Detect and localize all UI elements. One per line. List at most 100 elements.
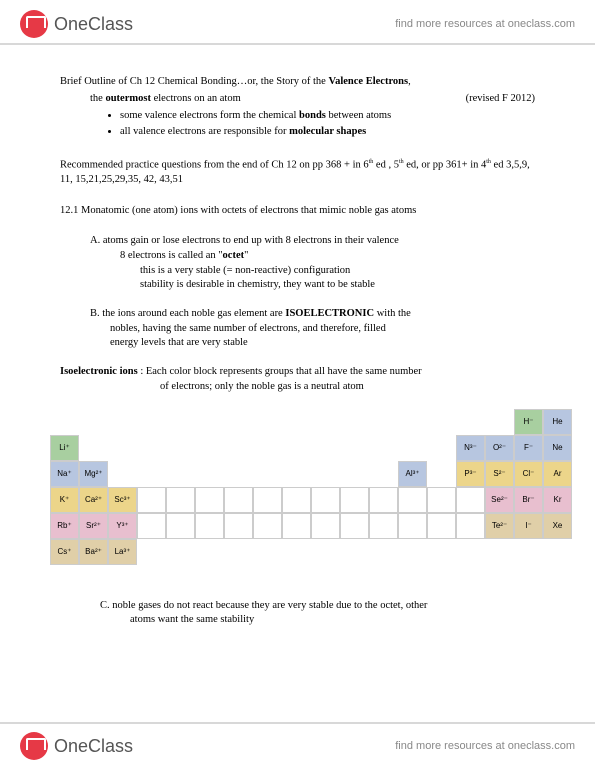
empty-cell — [282, 409, 311, 435]
empty-cell — [456, 409, 485, 435]
element-cell: Xe — [543, 513, 572, 539]
empty-cell — [224, 461, 253, 487]
empty-cell — [282, 461, 311, 487]
element-cell — [137, 487, 166, 513]
empty-cell — [340, 435, 369, 461]
element-cell: Ca²⁺ — [79, 487, 108, 513]
empty-cell — [166, 461, 195, 487]
isoelectronic-label: Isoelectronic ions : Each color block re… — [60, 365, 535, 394]
point-a: A. atoms gain or lose electrons to end u… — [60, 234, 535, 293]
element-cell — [398, 487, 427, 513]
empty-cell — [195, 461, 224, 487]
empty-cell — [253, 461, 282, 487]
empty-cell — [398, 409, 427, 435]
empty-cell — [166, 435, 195, 461]
pc-line: C. noble gases do not react because they… — [100, 599, 535, 614]
element-cell: Li⁺ — [50, 435, 79, 461]
title-comma: , — [408, 76, 411, 87]
empty-cell — [50, 409, 79, 435]
bullet-bold: bonds — [299, 110, 326, 121]
pb-text: with the — [374, 308, 411, 319]
bullet-item: all valence electrons are responsible fo… — [120, 125, 535, 140]
iso-text: Each color block represents groups that … — [146, 366, 422, 377]
recommended-para: Recommended practice questions from the … — [60, 158, 535, 188]
rec-text: Recommended practice questions from the … — [60, 159, 369, 170]
empty-cell — [369, 461, 398, 487]
element-cell — [224, 513, 253, 539]
subtitle-left: the outermost electrons on an atom — [90, 92, 241, 107]
pb-text: B. the ions around each noble gas elemen… — [90, 308, 285, 319]
element-cell — [456, 487, 485, 513]
empty-cell — [427, 461, 456, 487]
title-bold: Valence Electrons — [328, 76, 408, 87]
element-cell — [340, 513, 369, 539]
element-cell — [282, 513, 311, 539]
page-footer: OneClass find more resources at oneclass… — [0, 722, 595, 770]
element-cell — [195, 513, 224, 539]
pa-text: " — [244, 250, 248, 261]
empty-cell — [369, 539, 398, 565]
pa-bold: octet — [223, 250, 245, 261]
element-cell — [369, 487, 398, 513]
main-title: Brief Outline of Ch 12 Chemical Bonding…… — [60, 75, 535, 90]
element-cell — [224, 487, 253, 513]
pb-line: energy levels that are very stable — [90, 336, 535, 351]
element-cell — [311, 487, 340, 513]
empty-cell — [514, 539, 543, 565]
element-cell: Sr²⁺ — [79, 513, 108, 539]
element-cell: Rb⁺ — [50, 513, 79, 539]
subtitle-row: the outermost electrons on an atom (revi… — [60, 92, 535, 107]
empty-cell — [311, 539, 340, 565]
subtitle-suffix: electrons on an atom — [151, 93, 241, 104]
bullet-text: all valence electrons are responsible fo… — [120, 126, 289, 137]
footer-link: find more resources at oneclass.com — [395, 740, 575, 752]
element-cell: K⁺ — [50, 487, 79, 513]
empty-cell — [166, 409, 195, 435]
empty-cell — [253, 409, 282, 435]
logo-icon — [20, 10, 48, 38]
empty-cell — [340, 461, 369, 487]
empty-cell — [427, 539, 456, 565]
subtitle-bold: outermost — [105, 93, 151, 104]
empty-cell — [224, 435, 253, 461]
element-cell: Y³⁺ — [108, 513, 137, 539]
element-cell: La³⁺ — [108, 539, 137, 565]
empty-cell — [137, 409, 166, 435]
point-b: B. the ions around each noble gas elemen… — [60, 307, 535, 351]
document-body: Brief Outline of Ch 12 Chemical Bonding…… — [0, 45, 595, 628]
element-cell — [282, 487, 311, 513]
brand-name: OneClass — [54, 736, 133, 757]
element-cell: N³⁻ — [456, 435, 485, 461]
empty-cell — [427, 435, 456, 461]
empty-cell — [282, 435, 311, 461]
element-cell — [253, 513, 282, 539]
element-cell — [369, 513, 398, 539]
empty-cell — [369, 435, 398, 461]
element-cell — [427, 487, 456, 513]
element-cell: Al³⁺ — [398, 461, 427, 487]
empty-cell — [311, 435, 340, 461]
empty-cell — [224, 539, 253, 565]
empty-cell — [137, 539, 166, 565]
logo-icon — [20, 732, 48, 760]
pa-line: A. atoms gain or lose electrons to end u… — [90, 234, 535, 249]
empty-cell — [369, 409, 398, 435]
element-cell — [427, 513, 456, 539]
bullet-item: some valence electrons form the chemical… — [120, 109, 535, 124]
element-cell: Sc³⁺ — [108, 487, 137, 513]
bullet-text: between atoms — [326, 110, 391, 121]
iso-bold: Isoelectronic ions — [60, 366, 138, 377]
empty-cell — [253, 435, 282, 461]
rec-text: ed, or pp 361+ in 4 — [404, 159, 487, 170]
brand-logo: OneClass — [20, 732, 133, 760]
element-cell: O²⁻ — [485, 435, 514, 461]
pa-line: stability is desirable in chemistry, the… — [90, 278, 535, 293]
element-cell: Kr — [543, 487, 572, 513]
element-cell: Te²⁻ — [485, 513, 514, 539]
empty-cell — [485, 539, 514, 565]
element-cell: Ne — [543, 435, 572, 461]
empty-cell — [311, 461, 340, 487]
element-cell — [137, 513, 166, 539]
empty-cell — [195, 409, 224, 435]
element-cell: Cl⁻ — [514, 461, 543, 487]
